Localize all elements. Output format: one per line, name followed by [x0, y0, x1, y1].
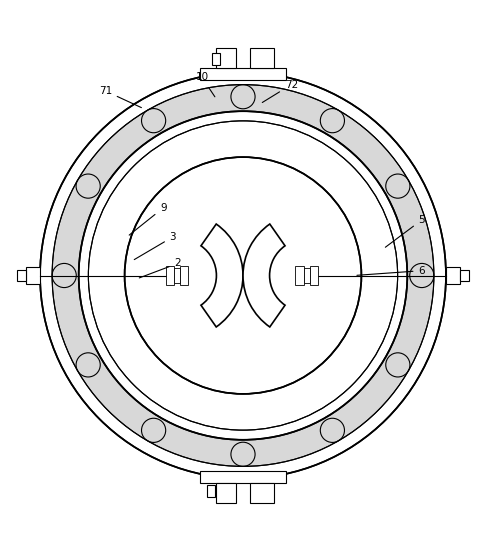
Bar [26, 267, 40, 284]
Bar [216, 48, 236, 68]
Text: 6: 6 [357, 266, 425, 276]
Circle shape [52, 85, 434, 466]
Bar [211, 53, 220, 66]
Bar [17, 269, 26, 282]
Bar [200, 471, 286, 483]
Bar [174, 268, 180, 283]
Bar [207, 485, 215, 497]
Text: 72: 72 [262, 80, 298, 102]
Text: 2: 2 [139, 258, 181, 278]
Wedge shape [243, 224, 285, 327]
Bar [446, 267, 460, 284]
Bar [304, 268, 310, 283]
Bar [250, 483, 275, 503]
Text: 9: 9 [129, 203, 167, 235]
Bar [200, 68, 286, 80]
Bar [310, 266, 318, 285]
Text: 71: 71 [99, 86, 141, 107]
Bar [180, 266, 189, 285]
Bar [250, 48, 275, 68]
Bar [295, 266, 304, 285]
Text: 5: 5 [385, 215, 425, 247]
Bar [460, 269, 469, 282]
Bar [166, 266, 174, 285]
Circle shape [79, 111, 407, 440]
Text: 3: 3 [134, 232, 176, 260]
Bar [216, 483, 236, 503]
Text: 10: 10 [195, 72, 215, 97]
Wedge shape [201, 224, 243, 327]
